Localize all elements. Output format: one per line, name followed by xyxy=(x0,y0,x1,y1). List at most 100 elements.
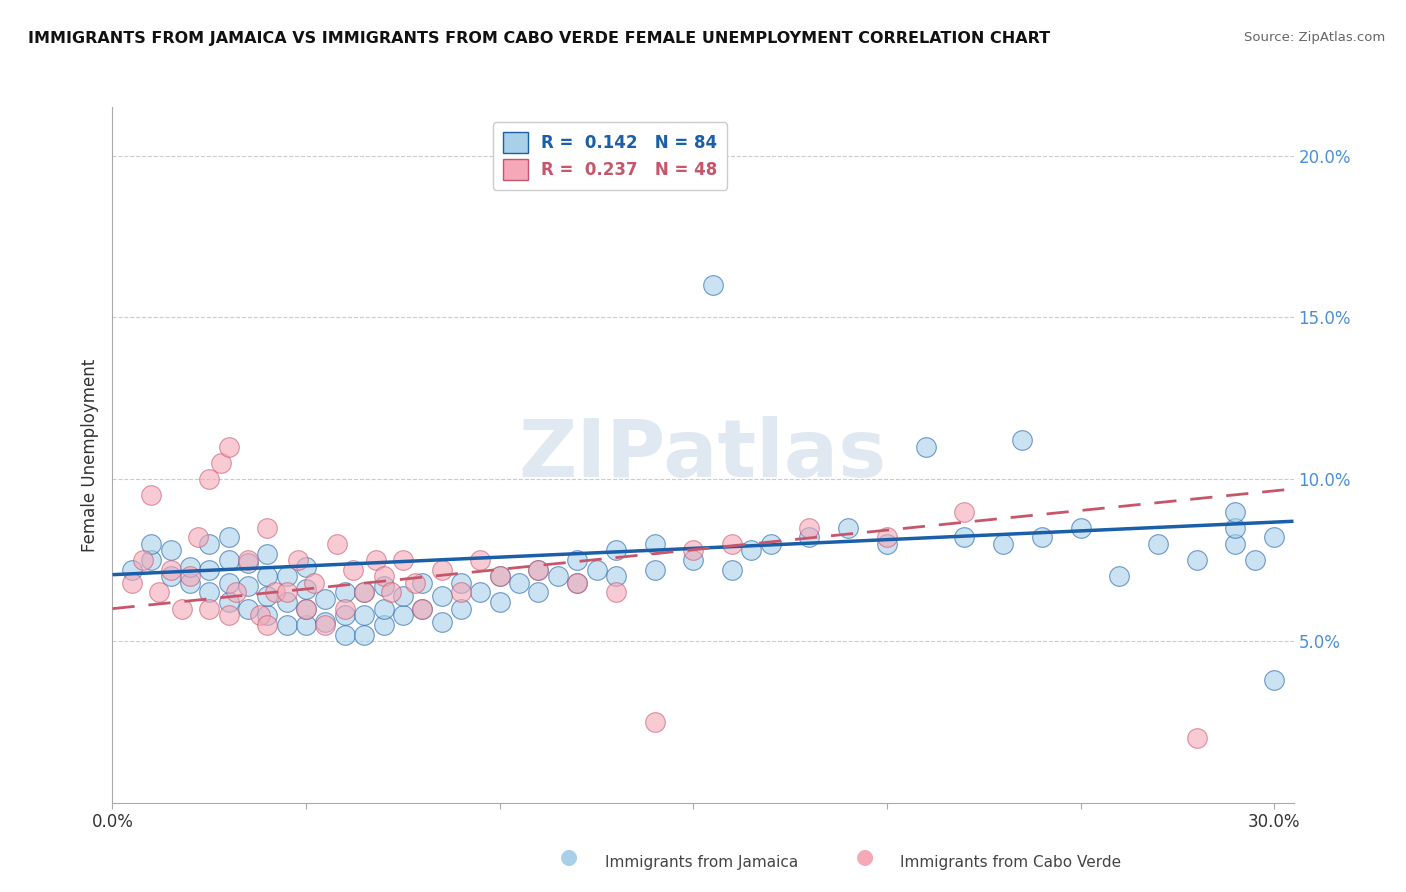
Point xyxy=(236,601,259,615)
Point xyxy=(1225,504,1247,518)
Point xyxy=(276,617,298,632)
Text: ●: ● xyxy=(561,847,578,867)
Point xyxy=(353,585,375,599)
Point xyxy=(314,591,336,606)
Point xyxy=(159,569,181,583)
Point xyxy=(342,563,364,577)
Text: Immigrants from Jamaica: Immigrants from Jamaica xyxy=(605,855,797,870)
Point xyxy=(380,585,402,599)
Point xyxy=(527,563,550,577)
Point xyxy=(876,531,898,545)
Point xyxy=(876,537,898,551)
Point xyxy=(1243,553,1265,567)
Point xyxy=(353,585,375,599)
Point xyxy=(488,569,510,583)
Point xyxy=(218,595,240,609)
Point xyxy=(392,589,415,603)
Point xyxy=(141,553,163,567)
Point xyxy=(644,537,666,551)
Point xyxy=(1185,553,1208,567)
Point xyxy=(1011,434,1033,448)
Point xyxy=(585,563,607,577)
Point xyxy=(991,537,1014,551)
Point xyxy=(1225,537,1247,551)
Point xyxy=(450,601,472,615)
Point xyxy=(198,472,221,486)
Point xyxy=(759,537,782,551)
Point xyxy=(488,595,510,609)
Point xyxy=(256,547,278,561)
Point xyxy=(256,617,278,632)
Point xyxy=(179,559,201,574)
Point xyxy=(430,615,453,629)
Point xyxy=(295,559,318,574)
Point xyxy=(392,608,415,623)
Point xyxy=(364,553,387,567)
Point xyxy=(682,543,704,558)
Point xyxy=(430,563,453,577)
Point xyxy=(256,589,278,603)
Point xyxy=(450,575,472,590)
Point xyxy=(682,553,704,567)
Point xyxy=(276,595,298,609)
Point xyxy=(373,601,395,615)
Point xyxy=(198,563,221,577)
Point xyxy=(187,531,209,545)
Point xyxy=(953,531,976,545)
Point xyxy=(172,601,194,615)
Point xyxy=(132,553,155,567)
Point xyxy=(314,617,336,632)
Point xyxy=(333,585,356,599)
Point xyxy=(605,585,627,599)
Point xyxy=(249,608,271,623)
Point xyxy=(373,579,395,593)
Point xyxy=(527,563,550,577)
Point xyxy=(218,531,240,545)
Point xyxy=(276,569,298,583)
Point xyxy=(198,601,221,615)
Point xyxy=(353,627,375,641)
Point xyxy=(392,553,415,567)
Point xyxy=(953,504,976,518)
Point xyxy=(179,569,201,583)
Point xyxy=(565,553,588,567)
Point xyxy=(198,585,221,599)
Point xyxy=(470,585,492,599)
Point xyxy=(837,521,859,535)
Point xyxy=(565,575,588,590)
Text: Immigrants from Cabo Verde: Immigrants from Cabo Verde xyxy=(900,855,1121,870)
Point xyxy=(121,575,143,590)
Point xyxy=(198,537,221,551)
Point xyxy=(644,563,666,577)
Point xyxy=(373,569,395,583)
Point xyxy=(702,278,724,293)
Point xyxy=(721,537,744,551)
Point xyxy=(1225,521,1247,535)
Legend: R =  0.142   N = 84, R =  0.237   N = 48: R = 0.142 N = 84, R = 0.237 N = 48 xyxy=(494,122,727,190)
Point xyxy=(1185,731,1208,745)
Point xyxy=(236,579,259,593)
Point xyxy=(218,575,240,590)
Point xyxy=(295,601,318,615)
Point xyxy=(314,615,336,629)
Point xyxy=(914,440,936,454)
Point xyxy=(256,608,278,623)
Point xyxy=(799,521,821,535)
Point xyxy=(326,537,349,551)
Point xyxy=(295,601,318,615)
Point xyxy=(225,585,247,599)
Point xyxy=(1108,569,1130,583)
Point xyxy=(295,617,318,632)
Point xyxy=(721,563,744,577)
Point xyxy=(470,553,492,567)
Point xyxy=(333,601,356,615)
Point xyxy=(218,440,240,454)
Point xyxy=(218,608,240,623)
Text: ●: ● xyxy=(856,847,873,867)
Point xyxy=(1031,531,1053,545)
Text: Source: ZipAtlas.com: Source: ZipAtlas.com xyxy=(1244,31,1385,45)
Text: IMMIGRANTS FROM JAMAICA VS IMMIGRANTS FROM CABO VERDE FEMALE UNEMPLOYMENT CORREL: IMMIGRANTS FROM JAMAICA VS IMMIGRANTS FR… xyxy=(28,31,1050,46)
Point xyxy=(236,557,259,571)
Point xyxy=(141,488,163,502)
Point xyxy=(404,575,426,590)
